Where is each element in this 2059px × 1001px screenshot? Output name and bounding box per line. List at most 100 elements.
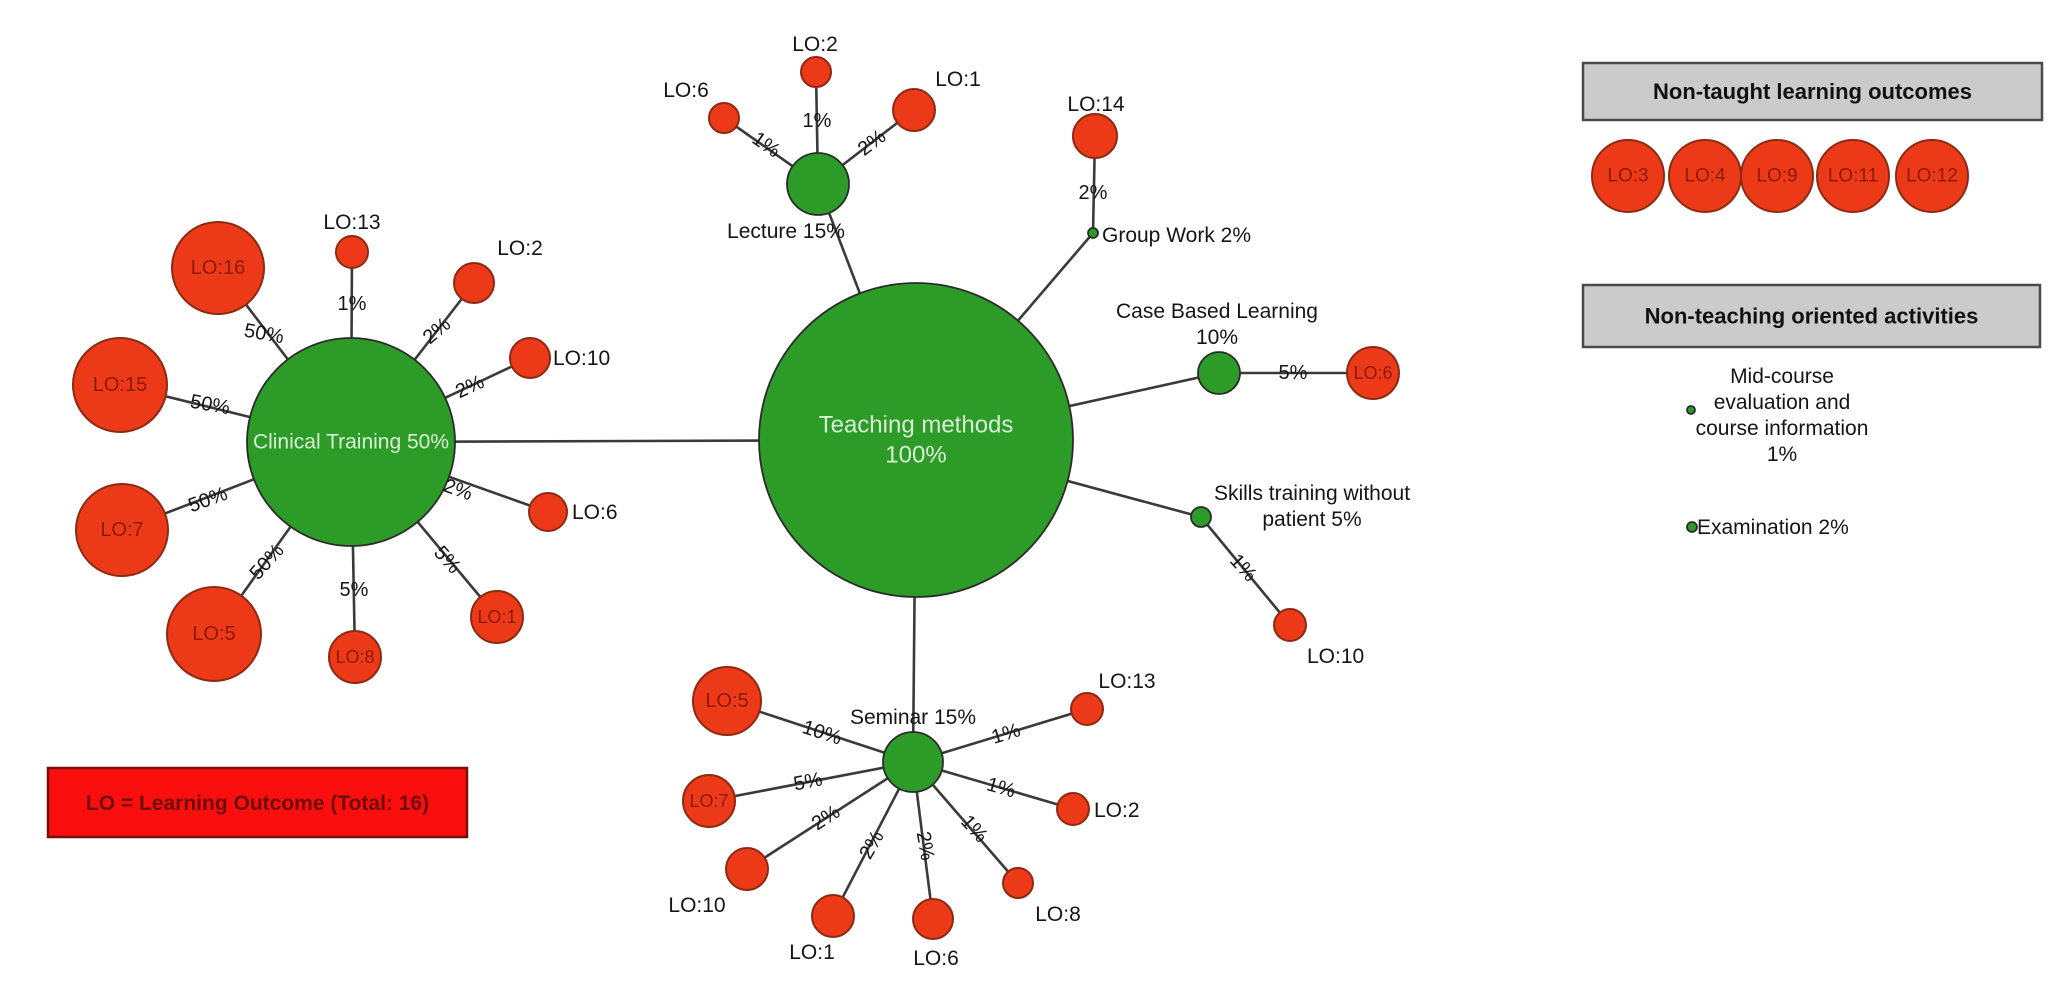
node-lo6-seminar [912,898,954,940]
edge-label-seminar-lo5-seminar: 10% [800,716,845,749]
edge-label-seminar-lo10-seminar: 2% [808,801,844,835]
node-teaching [758,282,1074,598]
edge-label-seminar-lo6-seminar: 2% [912,830,939,863]
edge-label-clinical-lo13-clinical: 1% [338,293,367,315]
edge-label-clinical-lo15-clinical: 50% [188,391,231,420]
node-label-lo2-lecture: LO:2 [792,33,838,56]
node-lo8-seminar [1002,867,1034,899]
node-label-clinical: Clinical Training 50% [253,431,449,454]
node-label-lo1-clinical: LO:1 [477,607,516,627]
edge-label-clinical-lo7-clinical: 50% [185,483,230,517]
node-lo12-panel [1895,139,1969,213]
edge-label-seminar-lo13-seminar: 1% [989,719,1023,749]
node-label-lo4-panel: LO:4 [1684,166,1726,187]
edge-label-clinical-lo8-clinical: 5% [340,579,369,601]
node-midcourse [1686,405,1696,415]
node-label-lo16-clinical: LO:16 [191,257,245,279]
node-lo3-panel [1591,139,1665,213]
edge-label-clinical-lo10-clinical: 2% [452,371,488,403]
node-label-lo7-seminar: LO:7 [689,791,728,811]
node-label-groupwork: Group Work 2% [1102,224,1251,247]
edge-seminar-lo10-seminar [746,760,914,871]
node-lo5-seminar [692,666,762,736]
node-skills [1190,506,1212,528]
node-lo2-seminar [1056,792,1090,826]
node-label-lo11-panel: LO:11 [1828,166,1878,187]
edge-label-seminar-lo2-seminar: 1% [984,773,1018,802]
node-label-teaching: Teaching methods [819,412,1014,439]
node-clinical [246,337,456,547]
node-label-midcourse: evaluation and [1714,391,1851,414]
edge-label-lecture-lo2-lecture: 1% [803,110,832,132]
node-label-lo13-clinical: LO:13 [323,211,380,234]
node-label-lo1-seminar: LO:1 [789,941,835,964]
edge-label-clinical-lo6-clinical: 2% [441,475,476,506]
node-label-lo5-seminar: LO:5 [705,690,748,712]
node-lo7-clinical [75,483,169,577]
panels-layer: Non-taught learning outcomes Non-teaching… [46,61,2044,839]
node-lo1-clinical [470,590,524,644]
node-label-lo9-panel: LO:9 [1756,166,1797,187]
edge-skills-lo10-skills [1199,516,1292,626]
edge-label-seminar-lo7-seminar: 5% [792,768,825,795]
node-label-lo6-seminar: LO:6 [913,947,959,970]
node-label-lecture: Lecture 15% [727,220,845,243]
node-label-lo1-lecture: LO:1 [935,68,981,91]
edge-label-skills-lo10-skills: 1% [1225,550,1261,586]
node-lo5-clinical [166,586,262,682]
node-lo6-lecture [708,102,740,134]
node-label-seminar: Seminar 15% [850,706,976,729]
node-lo16-clinical [171,221,265,315]
node-label-lo15-clinical: LO:15 [93,374,147,396]
node-label-midcourse: Mid-course [1730,365,1834,388]
node-label-lo3-panel: LO:3 [1607,166,1648,187]
node-label-casebased: 10% [1196,326,1238,349]
node-label-lo12-panel: LO:12 [1906,166,1958,187]
node-label-lo8-clinical: LO:8 [335,647,374,667]
node-label-lo5-clinical: LO:5 [192,623,235,645]
node-label-lo14: LO:14 [1067,93,1125,116]
node-lo14 [1072,113,1118,159]
node-label-lo8-seminar: LO:8 [1035,903,1081,926]
node-lo1-lecture [892,88,936,132]
node-label-lo10-clinical: LO:10 [553,347,610,370]
node-seminar [882,731,944,793]
edge-seminar-lo7-seminar [708,760,914,803]
node-lo10-seminar [725,847,769,891]
node-lo7-seminar [682,774,736,828]
node-label-midcourse: 1% [1767,443,1797,466]
node-lo13-clinical [335,235,369,269]
node-label-lo13-seminar: LO:13 [1098,670,1155,693]
node-lo2-clinical [453,262,495,304]
node-label-midcourse: course information [1696,417,1869,440]
edge-label-clinical-lo5-clinical: 50% [245,540,288,585]
edge-label-seminar-lo1-seminar: 2% [855,827,889,863]
node-label-teaching: 100% [885,442,946,469]
node-lo6-clinical [528,492,568,532]
node-lo10-clinical [509,337,551,379]
node-label-skills: patient 5% [1262,508,1361,531]
node-label-skills: Skills training without [1214,482,1410,505]
node-label-lo6-lecture: LO:6 [663,79,709,102]
node-label-casebased: Case Based Learning [1116,300,1318,323]
node-label-exam: Examination 2% [1697,516,1849,539]
edge-label-lo14-groupwork: 2% [1079,182,1108,204]
edge-label-casebased-lo6-casebased: 5% [1279,362,1308,384]
node-lo2-lecture [800,56,832,88]
edge-label-clinical-lo2-clinical: 2% [419,313,455,349]
node-label-lo10-skills: LO:10 [1307,645,1364,668]
nodes-layer [72,56,1969,940]
legend-text: LO = Learning Outcome (Total: 16) [86,792,429,815]
node-exam [1686,521,1698,533]
node-lo11-panel [1816,139,1890,213]
node-lo10-skills [1273,608,1307,642]
node-lo1-seminar [811,894,855,938]
node-casebased [1197,351,1241,395]
edge-label-lecture-lo1-lecture: 2% [854,125,890,160]
node-lo8-clinical [328,630,382,684]
node-lo6-casebased [1346,346,1400,400]
node-label-lo7-clinical: LO:7 [100,519,143,541]
node-label-lo6-clinical: LO:6 [572,501,618,524]
